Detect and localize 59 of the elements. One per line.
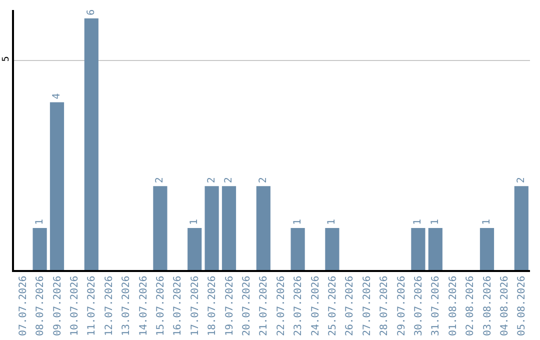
x-tick-label: 07.07.2026 <box>18 276 29 336</box>
x-tick-label: 17.07.2026 <box>190 276 201 336</box>
bar <box>411 228 426 270</box>
x-tick-label: 31.07.2026 <box>430 276 442 336</box>
x-tick-label: 19.07.2026 <box>224 276 236 336</box>
data-label: 1 <box>430 219 441 226</box>
x-tick-label: 05.08.2026 <box>516 276 528 336</box>
data-label: 1 <box>292 219 304 226</box>
bar <box>514 186 528 270</box>
x-tick-label: 10.07.2026 <box>69 276 80 336</box>
bar <box>222 186 236 270</box>
data-label: 2 <box>224 177 234 184</box>
bar <box>204 186 219 270</box>
data-label: 2 <box>258 177 269 184</box>
x-tick-label: 03.08.2026 <box>482 276 494 336</box>
x-tick-label: 04.08.2026 <box>499 276 510 336</box>
bar <box>153 186 168 270</box>
bar <box>325 228 340 270</box>
bar <box>50 102 64 270</box>
data-label: 4 <box>52 93 62 100</box>
data-label: 1 <box>326 219 338 226</box>
bar <box>290 228 305 270</box>
bar <box>84 18 98 270</box>
x-tick-label: 15.07.2026 <box>155 276 166 336</box>
x-tick-label: 28.07.2026 <box>379 276 390 336</box>
data-label: 2 <box>154 177 166 184</box>
x-tick-label: 18.07.2026 <box>207 276 218 336</box>
x-tick-label: 26.07.2026 <box>344 276 356 336</box>
x-tick-label: 21.07.2026 <box>258 276 270 336</box>
data-label: 2 <box>206 177 218 184</box>
x-tick-label: 08.07.2026 <box>35 276 46 336</box>
data-label: 1 <box>34 219 46 226</box>
data-label: 1 <box>189 219 200 226</box>
x-tick-label: 16.07.2026 <box>172 276 184 336</box>
x-tick-label: 29.07.2026 <box>396 276 408 336</box>
data-label: 6 <box>86 9 97 16</box>
data-label: 1 <box>482 219 492 226</box>
x-tick-label: 12.07.2026 <box>104 276 115 336</box>
data-label: 2 <box>516 177 527 184</box>
bar <box>428 228 442 270</box>
x-tick-label: 02.08.2026 <box>465 276 476 336</box>
x-tick-label: 24.07.2026 <box>310 276 322 336</box>
x-tick-label: 14.07.2026 <box>138 276 150 336</box>
x-tick-label: 25.07.2026 <box>327 276 338 336</box>
bar <box>256 186 270 270</box>
y-tick-label: 5 <box>2 56 12 62</box>
x-tick-label: 22.07.2026 <box>276 276 287 336</box>
data-label: 1 <box>412 219 424 226</box>
x-tick-label: 27.07.2026 <box>362 276 373 336</box>
x-tick-label: 20.07.2026 <box>241 276 252 336</box>
bar <box>32 228 47 270</box>
x-tick-label: 01.08.2026 <box>448 276 459 336</box>
bar <box>480 228 494 270</box>
x-tick-label: 13.07.2026 <box>121 276 132 336</box>
bar <box>188 228 202 270</box>
x-tick-label: 23.07.2026 <box>293 276 304 336</box>
x-tick-label: 09.07.2026 <box>52 276 64 336</box>
x-tick-label: 30.07.2026 <box>413 276 424 336</box>
x-tick-label: 11.07.2026 <box>86 276 98 336</box>
